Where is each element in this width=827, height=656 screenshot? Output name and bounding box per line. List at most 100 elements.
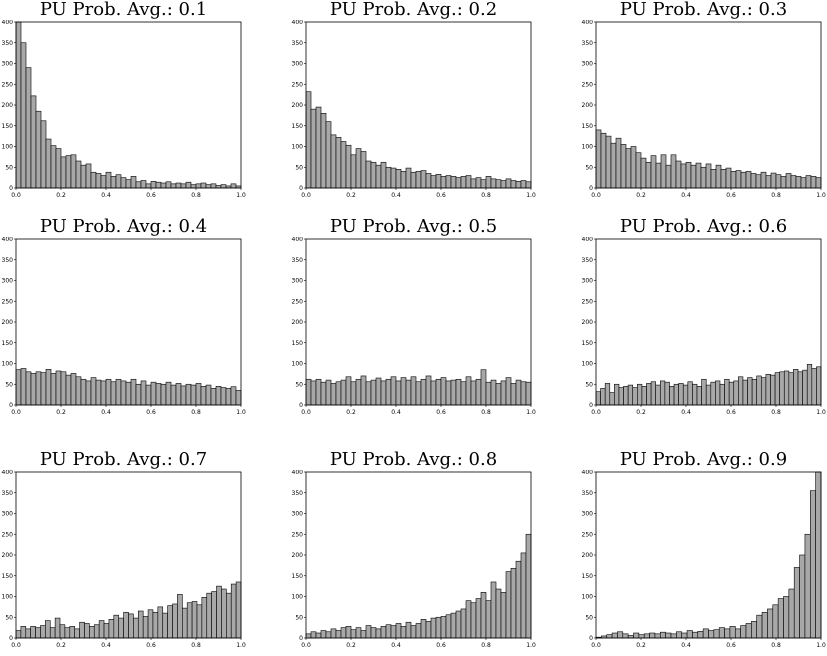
histogram-bar (495, 383, 502, 406)
histogram-bar (505, 178, 512, 189)
y-tick-label: 200 (2, 552, 14, 559)
histogram-bar (380, 626, 387, 639)
histogram-bar (100, 380, 107, 406)
histogram-bar (440, 377, 447, 406)
histogram-bar (30, 626, 36, 639)
histogram-bar (390, 167, 397, 189)
histogram-bar (220, 387, 227, 406)
histogram-bar (15, 369, 22, 406)
histogram-bar (65, 155, 72, 189)
histogram-bar (105, 171, 112, 189)
panel-title: PU Prob. Avg.: 0.4 (39, 216, 208, 237)
histogram-bar (765, 373, 771, 406)
histogram-bar (325, 379, 332, 406)
histogram-bar (470, 178, 477, 189)
histogram-bar (210, 183, 217, 189)
histogram-bar (678, 383, 684, 406)
histogram-bar (115, 174, 122, 189)
x-tick-label: 1.0 (526, 642, 536, 649)
histogram-bar (702, 628, 709, 639)
histogram-bar (98, 620, 105, 639)
histogram-bar (335, 137, 342, 189)
histogram-bar (30, 95, 37, 189)
histogram-bar (55, 148, 62, 189)
histogram-bar (525, 181, 532, 189)
histogram-bar (633, 632, 640, 639)
histogram-bar (305, 378, 312, 406)
x-tick-label: 0.2 (346, 409, 356, 416)
histogram-plot: 0 50 100 150 200 250 300 350 400 0.0 0.2 0.4 0.6 0.8 1… (292, 237, 536, 416)
histogram-bar (805, 175, 812, 189)
histogram-bar (611, 632, 618, 639)
histogram-bar (370, 627, 377, 639)
histogram-bar (211, 591, 217, 639)
histogram-bar (385, 166, 392, 189)
histogram-bar (460, 176, 467, 189)
histogram-bar (410, 376, 417, 406)
histogram-bar (645, 161, 652, 189)
histogram-panel: PU Prob. Avg.: 0.9 0 50 100 150 200 250 300 350 4… (580, 450, 827, 656)
y-tick-label: 50 (585, 381, 593, 388)
histogram-bar (320, 381, 327, 406)
histogram-bar (196, 604, 203, 639)
histogram-bar (165, 181, 172, 189)
histogram-bar (475, 177, 482, 189)
histogram-bar (520, 381, 527, 406)
histogram-bar (788, 588, 795, 639)
histogram-bar (701, 378, 707, 406)
y-tick-label: 100 (2, 594, 14, 601)
histogram-bar (774, 372, 780, 406)
histogram-bar (465, 175, 472, 189)
y-tick-label: 100 (582, 144, 594, 151)
y-tick-label: 200 (582, 102, 594, 109)
histogram-bar (728, 381, 735, 406)
histogram-bar (686, 630, 693, 639)
histogram-bar (761, 611, 768, 639)
histogram-bar (685, 161, 692, 189)
histogram-bar (600, 388, 606, 406)
histogram-bar (470, 380, 477, 406)
histogram-bar (806, 364, 813, 406)
y-tick-label: 300 (2, 511, 14, 518)
x-tick-label: 0.6 (146, 409, 156, 416)
histogram-bar (118, 617, 124, 639)
histogram-bar (140, 380, 147, 406)
histogram-bar (310, 380, 317, 406)
histogram-bar (500, 380, 507, 406)
histogram-bar (696, 386, 702, 406)
histogram-bar (770, 374, 776, 406)
x-tick-label: 0.8 (481, 642, 491, 649)
histogram-bar (715, 380, 721, 406)
histogram-bar (320, 630, 327, 639)
y-tick-label: 400 (2, 237, 14, 243)
x-tick-label: 0.0 (301, 192, 311, 199)
x-tick-label: 1.0 (816, 192, 826, 199)
histogram-bar (659, 631, 666, 639)
histogram-bar (515, 560, 522, 639)
histogram-bar (430, 175, 437, 189)
histogram-bar (375, 164, 382, 189)
histogram-bar (93, 624, 100, 639)
y-tick-label: 50 (5, 614, 13, 621)
histogram-bar (793, 567, 800, 639)
y-tick-label: 250 (292, 298, 304, 305)
histogram-bar (89, 626, 95, 639)
histogram-bar (170, 183, 177, 189)
histogram-bar (515, 181, 522, 189)
x-tick-label: 0.0 (301, 409, 311, 416)
x-tick-label: 0.2 (636, 642, 646, 649)
histogram-bar (777, 598, 784, 639)
y-tick-label: 200 (2, 319, 14, 326)
histogram-bar (614, 383, 620, 406)
histogram-bar (670, 154, 677, 189)
histogram-bar (756, 375, 762, 406)
histogram-bar (665, 632, 672, 639)
histogram-bar (783, 370, 790, 406)
histogram-bar (360, 630, 367, 639)
x-tick-label: 0.6 (726, 192, 736, 199)
histogram-bar (330, 134, 337, 189)
histogram-bar (35, 627, 41, 639)
histogram-bar (638, 634, 645, 639)
histogram-bar (335, 381, 342, 406)
y-tick-label: 100 (2, 361, 14, 368)
